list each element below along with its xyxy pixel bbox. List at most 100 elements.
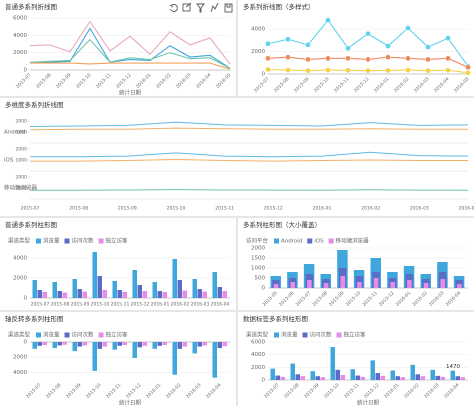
x-tick-label: 2016-02: [165, 382, 183, 400]
bar: [62, 342, 67, 345]
x-tick-label: 2016-01: [313, 206, 332, 212]
x-tick-label: 2016-02: [403, 382, 421, 400]
x-tick-label: 2015-12: [125, 382, 143, 400]
bar: [77, 289, 82, 298]
bar: [142, 342, 147, 346]
row-label: iOS: [4, 158, 14, 164]
line-marker: [285, 67, 291, 73]
bar: [310, 371, 315, 380]
chart-panel: 数据标签多系列柱形图 渠道类型 浏览量 访问次数 独立访客 0 2000 4000 6000 20…: [238, 312, 474, 406]
bar: [32, 280, 37, 298]
x-tick-label: 2015-05: [261, 290, 279, 308]
line-marker: [305, 42, 311, 48]
x-tick-label: 2016-04: [443, 382, 461, 400]
bar: [117, 290, 122, 298]
bar: [217, 287, 222, 298]
x-tick-label: 2015-07: [15, 72, 33, 90]
save-button[interactable]: [224, 3, 233, 13]
bar: [182, 342, 187, 347]
x-tick-label: 2015-09: [55, 72, 73, 90]
bar: [37, 342, 42, 346]
y-tick-label: 2000: [13, 355, 27, 361]
bar: [102, 290, 107, 298]
bar: [157, 291, 162, 298]
x-tick-label: 2016-04: [211, 302, 230, 308]
data-view-button[interactable]: [210, 2, 219, 13]
bar: [295, 374, 300, 380]
bar: [192, 279, 197, 298]
bar: [440, 376, 445, 380]
bar: [222, 291, 227, 298]
bar: [275, 375, 280, 380]
bar: [455, 376, 460, 380]
legend-swatch: [307, 238, 313, 244]
x-tick-label: 2015-07: [263, 382, 281, 400]
x-tick-label: 2015-08: [311, 290, 329, 308]
line-marker: [385, 43, 391, 49]
x-tick-label: 2016-01: [151, 302, 170, 308]
x-tick-label: 2015-11: [361, 290, 379, 308]
x-tick-label: 2016-03: [413, 76, 431, 94]
x-tick-label: 2016-02: [155, 72, 173, 90]
line-marker: [325, 67, 331, 73]
x-tick-label: 2016-02: [361, 206, 380, 212]
legend-swatch: [98, 238, 104, 244]
x-tick-label: 2016-05: [215, 72, 233, 90]
bar: [92, 342, 97, 371]
separator: [0, 216, 474, 218]
y-tick-label: 1000: [16, 186, 28, 192]
bar: [273, 284, 279, 288]
bar: [407, 280, 412, 288]
bar: [197, 289, 202, 298]
legend-swatch: [36, 332, 41, 338]
bar: [77, 342, 82, 347]
y-tick-label: 0: [262, 378, 266, 384]
line-marker: [365, 56, 371, 63]
x-tick-label: 2015-11: [111, 302, 130, 308]
x-tick-label: 2015-08: [45, 382, 63, 400]
x-tick-label: 2016-03: [428, 290, 446, 308]
separator: [236, 0, 238, 96]
y-tick-label: 2000: [251, 246, 265, 252]
bar: [122, 342, 127, 346]
bar: [350, 369, 355, 380]
bar: [132, 342, 137, 358]
line-marker: [405, 25, 411, 31]
x-tick-label: 2015-07: [253, 76, 271, 94]
x-tick-label: 2016-03: [175, 72, 193, 90]
bar: [280, 376, 285, 380]
data-label: 1470: [446, 364, 460, 370]
x-tick-label: 2015-12: [131, 302, 150, 308]
line-series: [30, 151, 469, 158]
legend-swatch: [64, 238, 70, 244]
line-series: [29, 121, 469, 127]
bar: [340, 374, 345, 380]
bar: [72, 279, 77, 298]
line-marker: [285, 54, 291, 61]
x-tick-label: 2015-10: [75, 72, 93, 90]
line-series: [29, 27, 231, 69]
line-marker: [345, 55, 351, 62]
x-tick-label: 2016-03: [191, 302, 210, 308]
filter-button[interactable]: [196, 3, 205, 13]
line-marker: [425, 56, 431, 63]
y-tick-label: 4000: [13, 33, 27, 39]
bar: [52, 342, 57, 349]
x-tick-label: 2015-11: [105, 382, 123, 400]
bar: [172, 259, 177, 298]
x-tick-label: 2015-11: [95, 72, 113, 90]
x-tick-label: 2015-12: [363, 382, 381, 400]
x-tick-label: 2015-10: [313, 76, 331, 94]
bar: [335, 369, 340, 380]
bar: [450, 370, 455, 380]
y-tick-label: 1000: [16, 158, 28, 164]
x-tick-label: 2015-08: [51, 302, 70, 308]
bar: [97, 276, 102, 298]
line-marker: [265, 66, 271, 73]
bar: [212, 342, 217, 378]
bar: [197, 342, 202, 347]
restore-button[interactable]: [169, 4, 178, 12]
y-tick-label: 4000: [13, 256, 27, 262]
zoom-button[interactable]: [182, 2, 192, 12]
legend-label: 浏览量: [43, 331, 60, 339]
